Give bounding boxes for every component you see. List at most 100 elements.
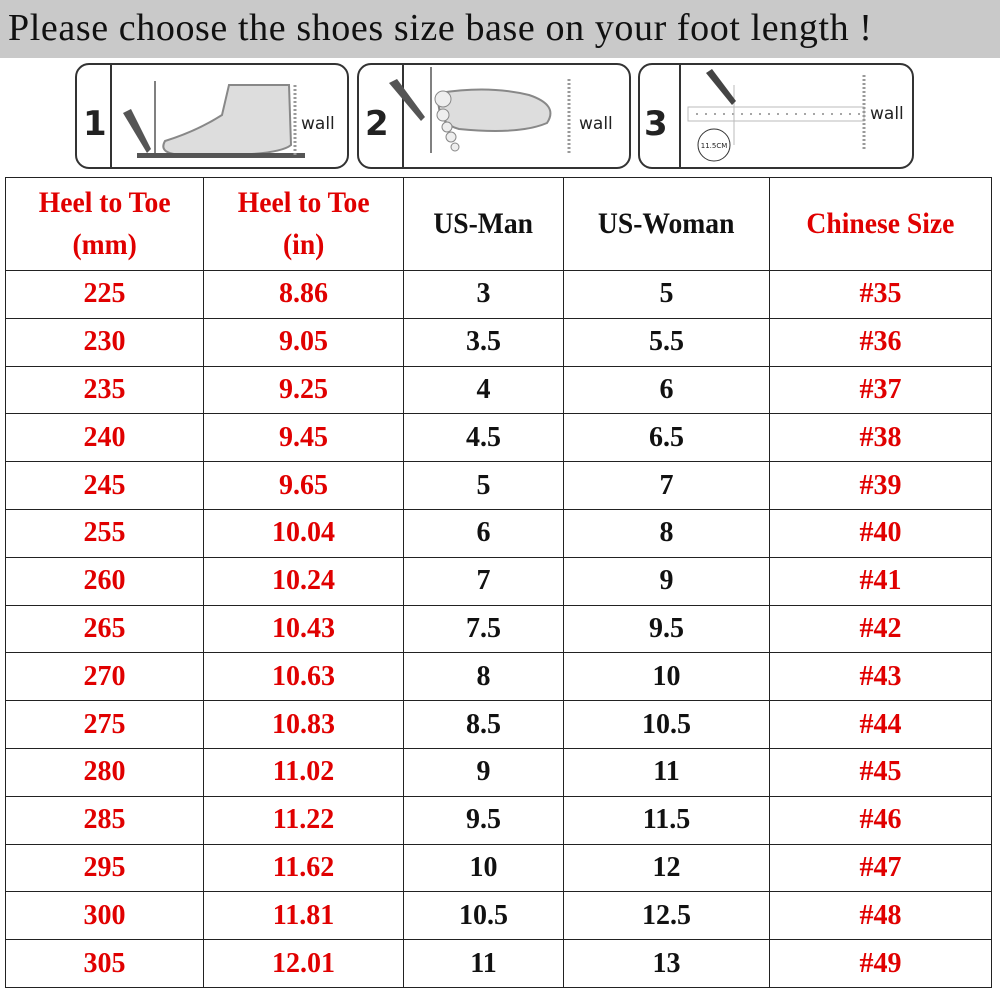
table-row: 280 11.02 9 11 #45	[5, 747, 992, 797]
cell-us-woman: 12.5	[563, 891, 770, 941]
table-row: 265 10.43 7.5 9.5 #42	[5, 604, 992, 654]
cell-mm: 240	[5, 413, 204, 463]
cell-us-man: 3	[403, 270, 564, 319]
cell-us-woman: 8	[563, 508, 770, 558]
header-chinese-size: Chinese Size	[769, 177, 992, 271]
table-row: 255 10.04 6 8 #40	[5, 508, 992, 558]
cell-chinese-size: #38	[769, 413, 992, 463]
table-row: 240 9.45 4.5 6.5 #38	[5, 413, 992, 463]
cell-mm: 275	[5, 700, 204, 749]
cell-chinese-size: #37	[769, 365, 992, 415]
table-row: 305 12.01 11 13 #49	[5, 939, 992, 988]
cell-chinese-size: #45	[769, 747, 992, 797]
cell-us-man: 11	[403, 939, 564, 988]
step-1-panel: 1 wall	[75, 63, 349, 169]
cell-us-man: 5	[403, 461, 564, 510]
cell-us-woman: 5	[563, 270, 770, 319]
cell-us-man: 7	[403, 556, 564, 606]
table-row: 230 9.05 3.5 5.5 #36	[5, 317, 992, 367]
page-title: Please choose the shoes size base on you…	[8, 7, 873, 49]
cell-us-woman: 9	[563, 556, 770, 606]
cell-chinese-size: #46	[769, 795, 992, 845]
cell-mm: 295	[5, 843, 204, 893]
table-header-row: Heel to Toe (mm) Heel to Toe (in) US-Man U…	[5, 177, 992, 271]
cell-us-man: 9.5	[403, 795, 564, 845]
cell-us-man: 10	[403, 843, 564, 893]
foot-side-illustration: 1 wall	[83, 65, 335, 167]
cell-chinese-size: #39	[769, 461, 992, 510]
size-chart-table: Heel to Toe (mm) Heel to Toe (in) US-Man U…	[5, 177, 992, 988]
cell-us-man: 4	[403, 365, 564, 415]
cell-mm: 265	[5, 604, 204, 654]
step-2-panel: 2 wall	[357, 63, 631, 169]
header-us-woman: US-Woman	[563, 177, 770, 271]
table-row: 235 9.25 4 6 #37	[5, 365, 992, 415]
cell-in: 10.63	[203, 652, 404, 702]
cell-in: 10.83	[203, 700, 404, 749]
step-number: 2	[365, 104, 389, 144]
foot-top-illustration: 2 wall	[365, 65, 613, 167]
table-row: 260 10.24 7 9 #41	[5, 556, 992, 606]
cell-us-woman: 6.5	[563, 413, 770, 463]
cell-chinese-size: #42	[769, 604, 992, 654]
cell-chinese-size: #48	[769, 891, 992, 941]
cell-us-man: 6	[403, 508, 564, 558]
pencil-icon	[706, 69, 736, 105]
cell-mm: 280	[5, 747, 204, 797]
cell-us-man: 7.5	[403, 604, 564, 654]
cell-chinese-size: #43	[769, 652, 992, 702]
header-heel-to-toe-mm: Heel to Toe (mm)	[5, 177, 204, 271]
cell-us-woman: 11	[563, 747, 770, 797]
ruler-illustration: 3 wall 11.5CM	[644, 65, 904, 167]
cell-us-woman: 5.5	[563, 317, 770, 367]
cell-in: 8.86	[203, 270, 404, 319]
table-row: 245 9.65 5 7 #39	[5, 461, 992, 510]
table-row: 300 11.81 10.5 12.5 #48	[5, 891, 992, 941]
cell-us-woman: 10.5	[563, 700, 770, 749]
cell-us-man: 3.5	[403, 317, 564, 367]
cell-in: 9.45	[203, 413, 404, 463]
cell-in: 11.22	[203, 795, 404, 845]
cell-mm: 235	[5, 365, 204, 415]
cell-us-woman: 12	[563, 843, 770, 893]
cell-in: 11.02	[203, 747, 404, 797]
cell-in: 11.81	[203, 891, 404, 941]
cell-in: 12.01	[203, 939, 404, 988]
cell-us-man: 10.5	[403, 891, 564, 941]
cell-us-man: 4.5	[403, 413, 564, 463]
cell-us-man: 8.5	[403, 700, 564, 749]
cell-us-man: 9	[403, 747, 564, 797]
cell-mm: 255	[5, 508, 204, 558]
cell-mm: 230	[5, 317, 204, 367]
header-us-man: US-Man	[403, 177, 564, 271]
cell-chinese-size: #40	[769, 508, 992, 558]
table-body: 225 8.86 3 5 #35 230 9.05 3.5 5.5 #36 235 9.25 4 6 #37…	[5, 270, 992, 988]
cell-in: 9.05	[203, 317, 404, 367]
cell-in: 11.62	[203, 843, 404, 893]
cell-us-woman: 11.5	[563, 795, 770, 845]
cell-mm: 285	[5, 795, 204, 845]
cell-chinese-size: #36	[769, 317, 992, 367]
cell-chinese-size: #41	[769, 556, 992, 606]
step-number: 1	[83, 104, 107, 144]
pencil-icon	[123, 109, 151, 153]
cell-chinese-size: #44	[769, 700, 992, 749]
pencil-icon	[389, 79, 425, 121]
cell-chinese-size: #49	[769, 939, 992, 988]
cell-in: 9.65	[203, 461, 404, 510]
cell-mm: 270	[5, 652, 204, 702]
step-3-panel: 3 wall 11.5CM	[638, 63, 914, 169]
step-number: 3	[644, 104, 668, 144]
cell-us-woman: 13	[563, 939, 770, 988]
measurement-badge: 11.5CM	[701, 142, 728, 150]
table-row: 275 10.83 8.5 10.5 #44	[5, 700, 992, 749]
table-row: 270 10.63 8 10 #43	[5, 652, 992, 702]
wall-label: wall	[579, 114, 613, 134]
cell-mm: 260	[5, 556, 204, 606]
table-row: 225 8.86 3 5 #35	[5, 270, 992, 319]
table-row: 285 11.22 9.5 11.5 #46	[5, 795, 992, 845]
header-heel-to-toe-in: Heel to Toe (in)	[203, 177, 404, 271]
measurement-steps: 1 wall 2 wall 3	[75, 63, 915, 171]
cell-us-woman: 7	[563, 461, 770, 510]
wall-label: wall	[870, 104, 904, 124]
